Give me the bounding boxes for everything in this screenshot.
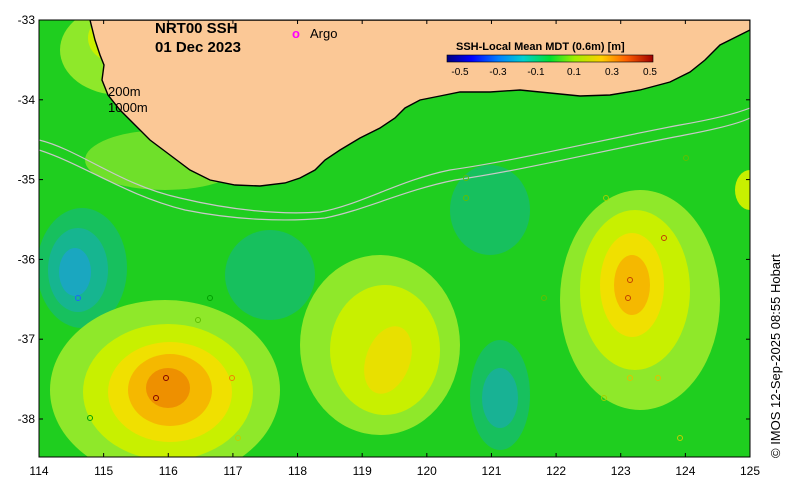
colorbar-title: SSH-Local Mean MDT (0.6m) [m]	[456, 41, 625, 53]
product-title: NRT00 SSH	[155, 20, 238, 37]
colorbar-tick-label: 0.5	[643, 67, 657, 78]
argo-float	[603, 195, 609, 201]
argo-float	[601, 395, 607, 401]
x-tick-label: 125	[740, 464, 760, 478]
eddy-warm-east-4	[614, 255, 650, 315]
plot-frame	[38, 19, 751, 458]
x-tick-label: 120	[417, 464, 437, 478]
x-tick-label: 118	[288, 464, 307, 478]
date-title: 01 Dec 2023	[155, 39, 241, 56]
isobath-label-200m: 200m	[108, 84, 141, 99]
argo-float	[87, 415, 93, 421]
x-axis: 114 115 116 117 118 119 120 121 122 123 124 125	[29, 20, 760, 478]
colorbar: SSH-Local Mean MDT (0.6m) [m] -0.5 -0.3 -0…	[446, 41, 657, 78]
y-tick-label: -34	[18, 93, 36, 107]
eddy-cold-west-core	[59, 248, 91, 296]
argo-float	[627, 375, 633, 381]
argo-float	[75, 295, 81, 301]
isobath-1000m	[39, 117, 750, 221]
x-tick-label: 119	[353, 464, 372, 478]
eddy-warm-center-3	[364, 326, 412, 394]
x-tick-label: 117	[223, 464, 242, 478]
argo-float	[683, 155, 689, 161]
argo-float	[195, 317, 201, 323]
argo-float	[463, 175, 469, 181]
x-tick-label: 121	[481, 464, 501, 478]
x-tick-label: 114	[29, 464, 48, 478]
y-tick-label: -35	[18, 173, 36, 187]
credit-strip: © IMOS 12-Sep-2025 08:55 Hobart	[768, 254, 783, 458]
colorbar-ramp	[446, 54, 654, 63]
argo-legend-label: Argo	[310, 26, 337, 41]
argo-float	[661, 235, 667, 241]
ssh-field	[39, 20, 750, 457]
argo-float	[163, 375, 169, 381]
argo-float	[655, 375, 661, 381]
y-tick-label: -38	[18, 412, 36, 426]
isobath-200m	[39, 107, 750, 214]
y-axis: -33 -34 -35 -36 -37 -38	[18, 13, 750, 426]
colorbar-tick-label: -0.5	[451, 67, 469, 78]
y-tick-label: -33	[18, 13, 36, 27]
y-tick-label: -36	[18, 252, 36, 266]
x-tick-label: 116	[159, 464, 178, 478]
argo-float	[235, 435, 241, 441]
x-tick-label: 122	[546, 464, 566, 478]
argo-float	[463, 195, 469, 201]
isobath-label-1000m: 1000m	[108, 100, 148, 115]
colorbar-tick-label: -0.1	[527, 67, 545, 78]
argo-float	[153, 395, 159, 401]
argo-float	[229, 375, 235, 381]
eddy-cold-upper	[450, 165, 530, 255]
x-tick-label: 115	[94, 464, 113, 478]
colorbar-tick-label: 0.3	[605, 67, 619, 78]
argo-float	[627, 277, 633, 283]
eddy-warm-sw-5	[146, 368, 190, 408]
x-tick-label: 123	[611, 464, 631, 478]
eddy-cold-south-core	[482, 368, 518, 428]
x-tick-label: 124	[675, 464, 695, 478]
colorbar-tick-label: 0.1	[567, 67, 581, 78]
argo-float	[677, 435, 683, 441]
argo-legend-symbol: o	[292, 26, 300, 41]
colorbar-tick-label: -0.3	[489, 67, 507, 78]
argo-float	[207, 295, 213, 301]
imos-credit: © IMOS 12-Sep-2025 08:55 Hobart	[768, 254, 783, 458]
argo-floats	[75, 155, 689, 441]
y-tick-label: -37	[18, 332, 36, 346]
argo-float	[625, 295, 631, 301]
eddy-cold-center	[225, 230, 315, 320]
argo-float	[541, 295, 547, 301]
